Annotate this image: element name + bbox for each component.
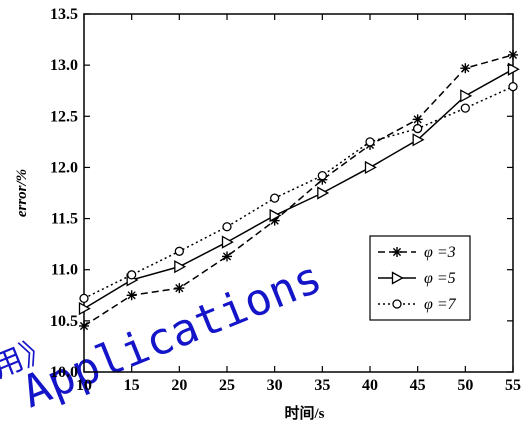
x-tick-label: 40: [362, 377, 378, 394]
y-tick-label: 13.0: [50, 57, 78, 74]
series-line-1: [83, 54, 514, 327]
series-layer: [78, 49, 520, 331]
data-point: [317, 186, 330, 200]
x-tick-label: 55: [505, 377, 521, 394]
plot-frame: [83, 13, 514, 373]
y-tick-label: 11.0: [51, 262, 78, 279]
data-point: [174, 246, 184, 256]
legend-label-1: φ =3: [424, 244, 456, 261]
x-tick-label: 15: [124, 377, 140, 394]
data-point: [508, 81, 518, 92]
data-point: [174, 260, 187, 274]
data-point: [413, 123, 423, 134]
data-point: [508, 49, 518, 60]
legend-label-2: φ =5: [424, 270, 456, 287]
y-tick-label: 12.5: [50, 108, 78, 125]
legend-marker-1: [392, 247, 402, 257]
data-point: [460, 103, 470, 113]
data-point: [460, 89, 473, 103]
legend-box: [369, 235, 471, 321]
data-point: [364, 160, 377, 175]
asterisk-stroke: [127, 291, 136, 300]
asterisk-stroke: [461, 64, 470, 73]
y-axis-label: error/%: [14, 169, 30, 217]
series-line-3: [83, 85, 514, 300]
data-point: [222, 251, 232, 262]
data-point: [79, 293, 89, 304]
data-point: [507, 62, 520, 76]
data-point: [79, 320, 89, 331]
data-point: [174, 283, 185, 294]
y-tick-label: 10.0: [50, 364, 78, 381]
data-point: [412, 133, 425, 147]
asterisk-stroke: [270, 216, 279, 225]
data-point: [270, 193, 280, 203]
asterisk-stroke: [508, 50, 518, 60]
data-point: [460, 63, 471, 74]
asterisk-stroke: [222, 252, 232, 261]
data-point: [317, 170, 327, 181]
x-tick-label: 25: [219, 377, 235, 394]
asterisk-stroke: [79, 321, 89, 331]
asterisk-stroke: [175, 284, 184, 293]
series-3: [79, 81, 518, 304]
plot-area: [83, 13, 514, 373]
asterisk-stroke: [392, 247, 402, 257]
x-tick-label: 45: [410, 377, 426, 394]
y-tick-label: 13.5: [50, 6, 78, 23]
legend-marker-2: [391, 271, 404, 285]
asterisk-stroke: [413, 115, 422, 124]
y-tick-label: 11.5: [51, 211, 78, 228]
x-tick-label: 50: [457, 377, 473, 394]
x-tick-label: 20: [171, 377, 187, 394]
series-line-2: [83, 68, 514, 310]
data-point: [221, 235, 234, 249]
x-axis-label: 时间/s: [284, 404, 324, 422]
legend: φ =3 φ =5 φ =7: [369, 235, 471, 321]
data-point: [126, 290, 137, 301]
data-point: [222, 222, 232, 232]
data-point: [412, 114, 423, 125]
data-point: [127, 270, 137, 280]
tick-layer: 10 15 20 25 30 35 40 45 50 55 10.0 10.5 11.0 11.5 12.0…: [50, 6, 521, 394]
series-2: [78, 62, 520, 316]
x-tick-label: 35: [314, 377, 330, 394]
data-point: [365, 137, 375, 147]
y-tick-label: 12.0: [50, 159, 78, 176]
legend-label-3: φ =7: [424, 296, 457, 313]
legend-marker-3: [392, 299, 402, 309]
data-point: [269, 208, 282, 223]
x-tick-label: 10: [76, 377, 92, 394]
y-tick-label: 10.5: [50, 313, 78, 330]
series-1: [79, 49, 518, 331]
data-point: [78, 301, 91, 316]
x-tick-label: 30: [267, 377, 283, 394]
